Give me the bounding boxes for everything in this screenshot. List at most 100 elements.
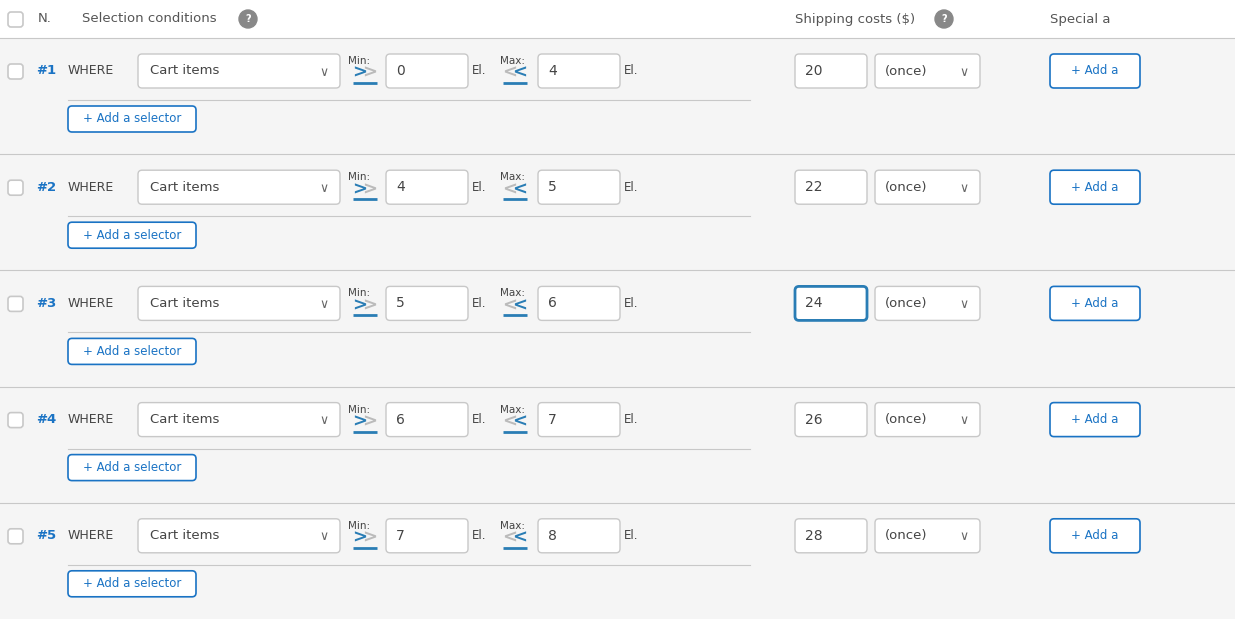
FancyBboxPatch shape — [138, 287, 340, 321]
FancyBboxPatch shape — [1050, 287, 1140, 321]
Text: 26: 26 — [805, 413, 823, 426]
Text: 24: 24 — [805, 297, 823, 310]
Text: (once): (once) — [885, 181, 927, 194]
Text: <: < — [503, 297, 517, 314]
Text: ∨: ∨ — [320, 66, 329, 79]
Text: ∨: ∨ — [960, 530, 968, 543]
FancyBboxPatch shape — [795, 402, 867, 436]
Text: Min:: Min: — [348, 56, 370, 66]
Text: #5: #5 — [36, 529, 56, 542]
Text: El.: El. — [472, 64, 487, 77]
FancyBboxPatch shape — [138, 54, 340, 88]
Text: WHERE: WHERE — [68, 529, 115, 542]
FancyBboxPatch shape — [538, 287, 620, 321]
Text: Max:: Max: — [500, 172, 525, 182]
Text: ∨: ∨ — [960, 66, 968, 79]
FancyBboxPatch shape — [7, 64, 23, 79]
Text: ∨: ∨ — [320, 182, 329, 195]
Text: Cart items: Cart items — [149, 297, 220, 310]
Text: El.: El. — [624, 413, 638, 426]
FancyBboxPatch shape — [7, 297, 23, 311]
Text: ∨: ∨ — [320, 414, 329, 427]
Text: <: < — [503, 64, 517, 82]
Text: 6: 6 — [548, 297, 557, 310]
Text: >: > — [363, 297, 378, 314]
Text: ∨: ∨ — [320, 530, 329, 543]
FancyBboxPatch shape — [387, 54, 468, 88]
Text: Selection conditions: Selection conditions — [82, 12, 216, 25]
Text: Min:: Min: — [348, 405, 370, 415]
Text: <: < — [513, 297, 527, 314]
Text: 6: 6 — [396, 413, 405, 426]
Text: Max:: Max: — [500, 405, 525, 415]
Text: >: > — [363, 64, 378, 82]
Text: #3: #3 — [36, 297, 57, 310]
Text: N.: N. — [38, 12, 52, 25]
Text: El.: El. — [472, 413, 487, 426]
Text: 4: 4 — [396, 180, 405, 194]
FancyBboxPatch shape — [876, 287, 981, 321]
FancyBboxPatch shape — [795, 170, 867, 204]
FancyBboxPatch shape — [795, 54, 867, 88]
FancyBboxPatch shape — [1050, 54, 1140, 88]
Text: El.: El. — [472, 181, 487, 194]
Text: Min:: Min: — [348, 288, 370, 298]
FancyBboxPatch shape — [795, 519, 867, 553]
Text: El.: El. — [624, 64, 638, 77]
Text: 4: 4 — [548, 64, 557, 78]
Bar — [0, 271, 1235, 387]
Text: #2: #2 — [36, 181, 56, 194]
Text: <: < — [503, 180, 517, 198]
Text: + Add a: + Add a — [1071, 64, 1119, 77]
Text: Max:: Max: — [500, 288, 525, 298]
Text: >: > — [363, 529, 378, 547]
Bar — [0, 387, 1235, 503]
Text: <: < — [513, 64, 527, 82]
Text: + Add a selector: + Add a selector — [83, 461, 182, 474]
Text: ∨: ∨ — [320, 298, 329, 311]
Text: + Add a: + Add a — [1071, 181, 1119, 194]
Text: Min:: Min: — [348, 521, 370, 531]
FancyBboxPatch shape — [1050, 170, 1140, 204]
Text: <: < — [513, 413, 527, 431]
Text: Min:: Min: — [348, 172, 370, 182]
FancyBboxPatch shape — [7, 12, 23, 27]
Text: ∨: ∨ — [960, 414, 968, 427]
Text: Max:: Max: — [500, 521, 525, 531]
FancyBboxPatch shape — [68, 571, 196, 597]
FancyBboxPatch shape — [68, 106, 196, 132]
Text: Cart items: Cart items — [149, 413, 220, 426]
Text: + Add a selector: + Add a selector — [83, 228, 182, 241]
FancyBboxPatch shape — [68, 222, 196, 248]
Text: #4: #4 — [36, 413, 57, 426]
Text: + Add a: + Add a — [1071, 297, 1119, 310]
FancyBboxPatch shape — [387, 402, 468, 436]
FancyBboxPatch shape — [7, 413, 23, 428]
Text: >: > — [352, 529, 368, 547]
Text: (once): (once) — [885, 413, 927, 426]
Text: 22: 22 — [805, 180, 823, 194]
FancyBboxPatch shape — [387, 519, 468, 553]
FancyBboxPatch shape — [538, 402, 620, 436]
Text: <: < — [503, 529, 517, 547]
Text: Cart items: Cart items — [149, 529, 220, 542]
Circle shape — [935, 10, 953, 28]
FancyBboxPatch shape — [876, 170, 981, 204]
Text: >: > — [352, 180, 368, 198]
Text: WHERE: WHERE — [68, 64, 115, 77]
Circle shape — [240, 10, 257, 28]
Text: <: < — [503, 413, 517, 431]
Text: 5: 5 — [548, 180, 557, 194]
Text: ?: ? — [941, 14, 947, 25]
Bar — [0, 503, 1235, 619]
Text: >: > — [363, 180, 378, 198]
Text: El.: El. — [472, 529, 487, 542]
Text: (once): (once) — [885, 297, 927, 310]
Text: 7: 7 — [396, 529, 405, 543]
FancyBboxPatch shape — [1050, 519, 1140, 553]
FancyBboxPatch shape — [138, 519, 340, 553]
Text: #1: #1 — [36, 64, 56, 77]
FancyBboxPatch shape — [876, 54, 981, 88]
FancyBboxPatch shape — [7, 529, 23, 544]
Text: Shipping costs ($): Shipping costs ($) — [795, 12, 915, 25]
